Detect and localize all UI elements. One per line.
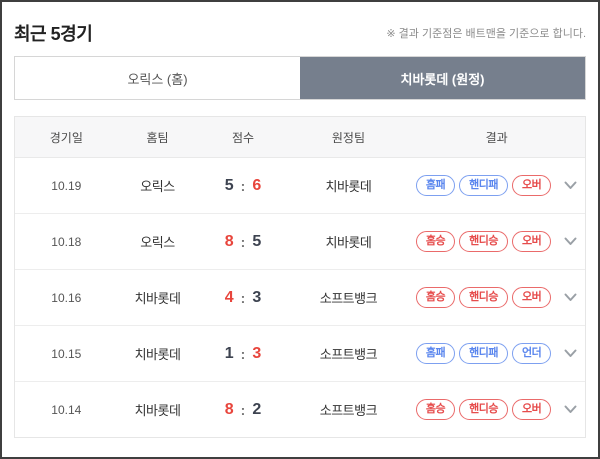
- result-badge-overunder: 언더: [512, 343, 552, 364]
- page-title: 최근 5경기: [14, 24, 93, 44]
- game-score: 4:3: [197, 270, 288, 325]
- result-badges: 홈승 핸디승 오버: [415, 399, 552, 420]
- result-badges: 홈승 핸디승 오버: [415, 231, 552, 252]
- home-team-name: 치바롯데: [134, 291, 181, 306]
- result-cell: 홈패 핸디패 언더: [408, 326, 585, 381]
- result-cell: 홈승 핸디승 오버: [408, 270, 585, 325]
- result-cell: 홈승 핸디승 오버: [408, 382, 585, 437]
- game-date: 10.14: [51, 402, 82, 417]
- home-score: 5: [224, 176, 234, 194]
- column-header-away-team: 원정팀: [331, 130, 365, 145]
- table-header-row: 경기일 홈팀 점수 원정팀 결과: [15, 117, 585, 158]
- away-team-name: 치바롯데: [325, 179, 372, 194]
- tab-home-team-label: 오릭스 (홈): [127, 71, 188, 87]
- table-row: 10.16 치바롯데 4:3 소프트뱅크 홈승 핸디승 오버: [15, 270, 585, 326]
- result-badge-home: 홈패: [415, 175, 456, 196]
- home-score: 4: [224, 288, 234, 306]
- table-row: 10.18 오릭스 8:5 치바롯데 홈승 핸디승 오버: [15, 214, 585, 270]
- column-header-date: 경기일: [49, 130, 83, 145]
- column-header-home-team: 홈팀: [146, 130, 169, 145]
- home-team-name: 치바롯데: [134, 347, 181, 362]
- home-team-name: 치바롯데: [134, 403, 181, 418]
- home-score: 1: [224, 344, 234, 362]
- result-badge-home: 홈승: [415, 287, 456, 308]
- away-team-name: 치바롯데: [325, 235, 372, 250]
- away-score: 3: [252, 344, 262, 362]
- home-team-name: 오릭스: [140, 235, 175, 250]
- result-badge-home: 홈패: [415, 343, 456, 364]
- result-badge-overunder: 오버: [512, 231, 552, 252]
- chevron-down-icon[interactable]: [564, 181, 577, 190]
- result-criteria-note: ※ 결과 기준점은 배트맨을 기준으로 합니다.: [386, 28, 586, 40]
- result-badge-home: 홈승: [415, 231, 456, 252]
- chevron-down-icon[interactable]: [564, 405, 577, 414]
- game-date: 10.15: [51, 346, 82, 361]
- home-team-name: 오릭스: [140, 179, 175, 194]
- chevron-down-icon[interactable]: [564, 293, 577, 302]
- column-header-score: 점수: [231, 130, 255, 145]
- away-score: 5: [252, 232, 262, 250]
- game-date: 10.19: [51, 178, 82, 193]
- result-badges: 홈패 핸디패 오버: [415, 175, 552, 196]
- table-row: 10.19 오릭스 5:6 치바롯데 홈패 핸디패 오버: [15, 158, 585, 214]
- result-badge-handicap: 핸디승: [459, 287, 509, 308]
- panel-header: 최근 5경기 ※ 결과 기준점은 배트맨을 기준으로 합니다.: [14, 14, 586, 52]
- result-cell: 홈패 핸디패 오버: [408, 158, 585, 213]
- score-colon: :: [240, 177, 246, 194]
- games-table: 경기일 홈팀 점수 원정팀 결과 10.19 오릭스 5:6 치바롯데 홈패 핸…: [14, 116, 586, 438]
- away-team-name: 소프트뱅크: [319, 347, 378, 362]
- result-badge-overunder: 오버: [512, 287, 552, 308]
- tab-away-team-label: 치바롯데 (원정): [400, 71, 485, 87]
- away-score: 6: [252, 176, 262, 194]
- result-badge-overunder: 오버: [512, 175, 552, 196]
- game-date: 10.18: [51, 234, 82, 249]
- result-badge-overunder: 오버: [512, 399, 552, 420]
- game-score: 8:2: [197, 382, 288, 437]
- home-score: 8: [224, 232, 234, 250]
- game-date: 10.16: [51, 290, 82, 305]
- away-team-name: 소프트뱅크: [319, 291, 378, 306]
- chevron-down-icon[interactable]: [564, 349, 577, 358]
- table-row: 10.15 치바롯데 1:3 소프트뱅크 홈패 핸디패 언더: [15, 326, 585, 382]
- game-score: 8:5: [197, 214, 288, 269]
- game-score: 5:6: [197, 158, 288, 213]
- score-colon: :: [240, 401, 246, 418]
- away-team-name: 소프트뱅크: [319, 403, 378, 418]
- score-colon: :: [240, 233, 246, 250]
- result-badges: 홈승 핸디승 오버: [415, 287, 552, 308]
- tab-away-team[interactable]: 치바롯데 (원정): [300, 57, 585, 99]
- result-badge-handicap: 핸디패: [459, 175, 509, 196]
- result-cell: 홈승 핸디승 오버: [408, 214, 585, 269]
- score-colon: :: [240, 345, 246, 362]
- chevron-down-icon[interactable]: [564, 237, 577, 246]
- result-badge-home: 홈승: [415, 399, 456, 420]
- result-badge-handicap: 핸디패: [459, 343, 509, 364]
- score-colon: :: [240, 289, 246, 306]
- away-score: 2: [252, 400, 262, 418]
- result-badges: 홈패 핸디패 언더: [415, 343, 552, 364]
- result-badge-handicap: 핸디승: [459, 231, 509, 252]
- team-tabs: 오릭스 (홈) 치바롯데 (원정): [14, 56, 586, 100]
- tab-home-team[interactable]: 오릭스 (홈): [15, 57, 300, 99]
- column-header-result: 결과: [485, 130, 508, 145]
- home-score: 8: [224, 400, 234, 418]
- away-score: 3: [252, 288, 262, 306]
- result-badge-handicap: 핸디승: [459, 399, 509, 420]
- table-row: 10.14 치바롯데 8:2 소프트뱅크 홈승 핸디승 오버: [15, 382, 585, 437]
- game-score: 1:3: [197, 326, 288, 381]
